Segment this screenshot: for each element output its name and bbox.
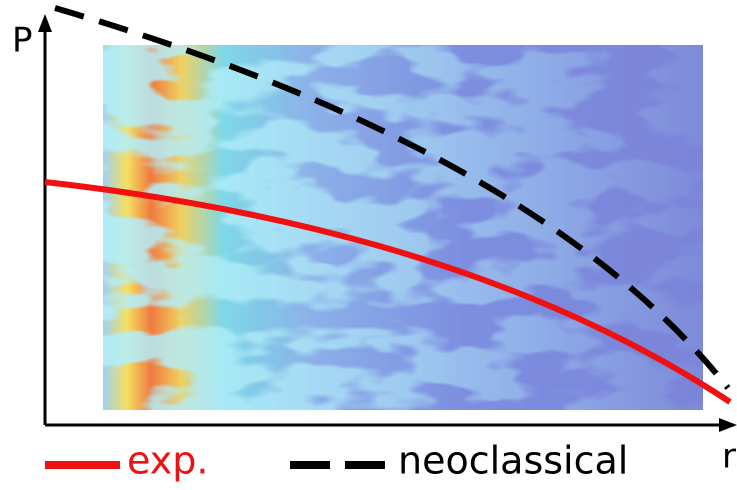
y-axis-arrow bbox=[38, 14, 52, 32]
axes bbox=[43, 28, 725, 427]
neoclassical-curve bbox=[54, 5, 731, 390]
x-axis-label: r bbox=[722, 437, 736, 477]
turbulence-image bbox=[103, 45, 703, 410]
legend-label: neoclassical bbox=[398, 439, 628, 483]
legend-label: exp. bbox=[127, 439, 208, 483]
y-axis-label: P bbox=[12, 21, 33, 61]
x-axis-arrow bbox=[719, 418, 737, 432]
exp-curve bbox=[44, 179, 732, 405]
